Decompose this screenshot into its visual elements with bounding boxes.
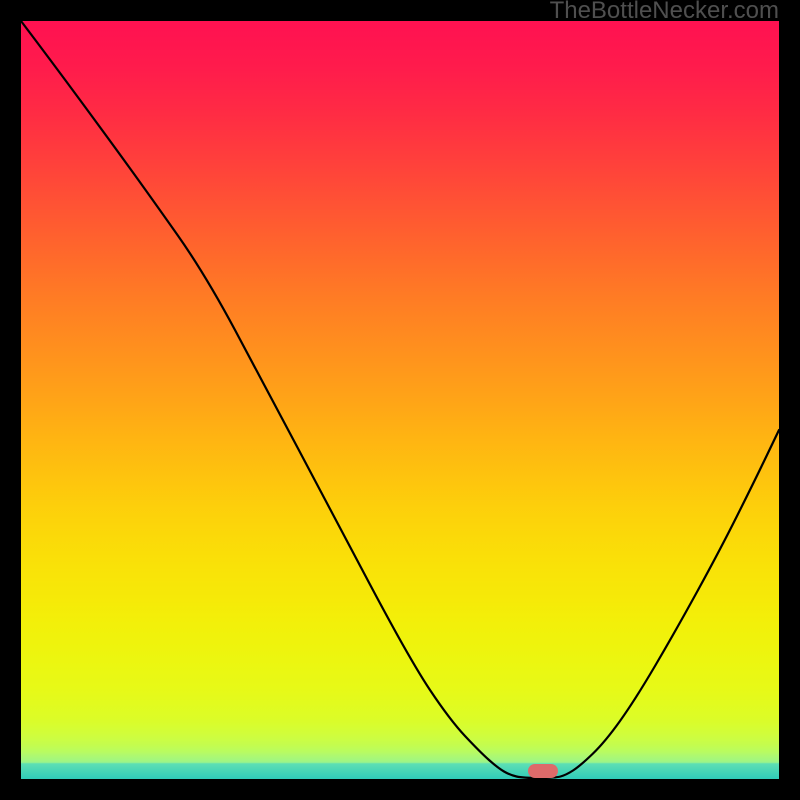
chart-container: TheBottleNecker.com [0, 0, 800, 800]
watermark-text: TheBottleNecker.com [550, 0, 779, 24]
bottleneck-chart: TheBottleNecker.com [0, 0, 800, 800]
optimal-marker [528, 764, 558, 778]
plot-area [21, 21, 779, 779]
